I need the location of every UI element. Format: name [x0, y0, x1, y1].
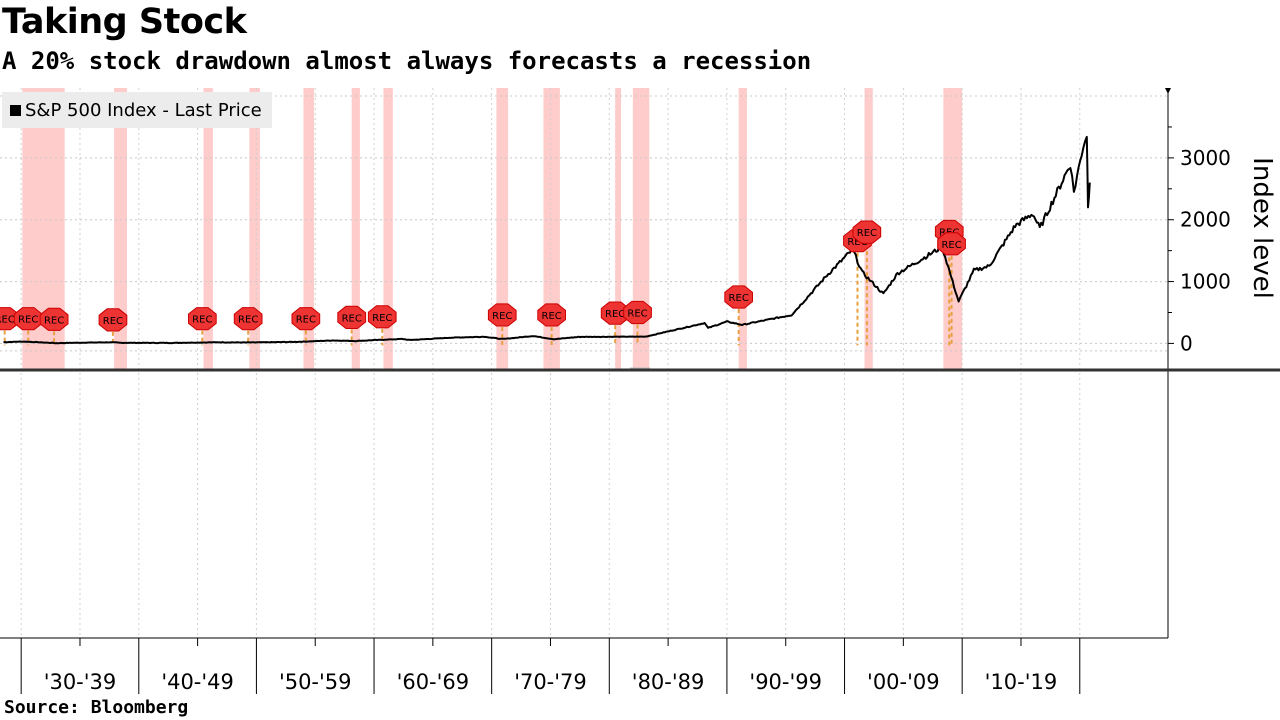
- recession-band-2: [203, 88, 213, 370]
- rec-label: REC: [372, 313, 392, 324]
- recession-band-10: [632, 88, 650, 370]
- rec-markers: RECRECRECRECRECRECRECRECRECRECRECRECRECR…: [0, 219, 966, 332]
- rec-label: REC: [605, 309, 625, 320]
- x-tick-label-2: '50-'59: [279, 670, 352, 694]
- rec-marker-9: REC: [487, 303, 517, 327]
- y-tick-label-0: 0: [1180, 331, 1193, 355]
- rec-label: REC: [18, 315, 38, 326]
- rec-marker-0: REC: [0, 307, 20, 331]
- rec-label: REC: [342, 313, 362, 324]
- rec-octagon: [0, 307, 20, 331]
- recession-band-9: [615, 88, 622, 370]
- rec-label: REC: [542, 311, 562, 322]
- rec-marker-6: REC: [291, 307, 321, 331]
- rec-octagon: [233, 307, 263, 331]
- drawdown-segments: [3, 243, 953, 346]
- rec-marker-8: REC: [367, 305, 397, 329]
- rec-marker-1: REC: [13, 307, 43, 331]
- legend-label: S&P 500 Index - Last Price: [25, 99, 262, 121]
- rec-label: REC: [238, 315, 258, 326]
- recession-band-4: [303, 88, 315, 370]
- recession-band-6: [383, 88, 393, 370]
- rec-label: REC: [192, 315, 212, 326]
- y-tick-label-1: 1000: [1180, 270, 1231, 294]
- recession-bands: [22, 88, 963, 370]
- rec-octagon: [188, 307, 217, 331]
- rec-marker-4: REC: [188, 307, 217, 331]
- recession-band-1: [114, 88, 128, 370]
- rec-label: REC: [847, 237, 867, 248]
- rec-octagon: [852, 220, 882, 244]
- axes: [0, 88, 1280, 694]
- chart-subtitle: A 20% stock drawdown almost always forec…: [2, 47, 812, 75]
- rec-octagon: [487, 303, 517, 327]
- rec-marker-17: REC: [937, 232, 966, 256]
- rec-label: REC: [103, 316, 123, 327]
- rec-marker-2: REC: [39, 307, 69, 331]
- rec-marker-13: REC: [724, 285, 753, 309]
- rec-octagon: [98, 308, 128, 332]
- source-note: Source: Bloomberg: [4, 697, 189, 718]
- rec-label: REC: [627, 308, 647, 319]
- rec-octagon: [367, 305, 397, 329]
- y-tick-label-2: 2000: [1180, 208, 1231, 232]
- y-axis-label: Index level: [1247, 157, 1277, 299]
- recession-band-11: [738, 88, 747, 370]
- rec-marker-3: REC: [98, 308, 128, 332]
- x-tick-label-4: '70-'79: [514, 670, 587, 694]
- recession-band-5: [351, 88, 360, 370]
- rec-marker-12: REC: [623, 300, 652, 325]
- rec-label: REC: [857, 228, 877, 239]
- rec-octagon: [291, 307, 321, 331]
- x-tick-label-8: '10-'19: [985, 670, 1058, 694]
- recession-band-3: [249, 88, 260, 370]
- rec-label: REC: [941, 240, 961, 251]
- x-tick-label-6: '90-'99: [749, 670, 822, 694]
- rec-octagon: [537, 303, 566, 327]
- rec-octagon: [724, 285, 753, 309]
- rec-octagon: [623, 300, 652, 325]
- x-tick-label-5: '80-'89: [632, 670, 705, 694]
- y-tick-labels: 0 1000 2000 3000: [1180, 146, 1231, 356]
- rec-marker-7: REC: [337, 305, 367, 329]
- rec-marker-5: REC: [233, 307, 263, 331]
- sp500-line: [3, 135, 1091, 345]
- rec-octagon: [39, 307, 69, 331]
- rec-octagon: [13, 307, 43, 331]
- rec-marker-15: REC: [852, 220, 882, 244]
- rec-label: REC: [492, 311, 512, 322]
- rec-octagon: [937, 232, 966, 256]
- rec-label: REC: [296, 315, 316, 326]
- rec-label: REC: [729, 293, 749, 304]
- recession-band-7: [496, 88, 509, 370]
- legend-swatch: [10, 104, 21, 116]
- x-tick-label-0: '30-'39: [44, 670, 117, 694]
- gridlines: [0, 88, 1168, 638]
- x-tick-labels: '30-'39 '40-'49 '50-'59 '60-'69 '70-'79 '80-'…: [44, 670, 1058, 694]
- x-tick-label-7: '00-'09: [867, 670, 940, 694]
- rec-marker-10: REC: [537, 303, 566, 327]
- chart-title: Taking Stock: [2, 2, 247, 42]
- rec-octagon: [337, 305, 367, 329]
- recession-band-8: [543, 88, 560, 370]
- rec-label: REC: [44, 315, 64, 326]
- x-tick-label-1: '40-'49: [161, 670, 234, 694]
- axis-arrow: [1165, 88, 1171, 94]
- rec-label: REC: [0, 315, 15, 326]
- x-tick-label-3: '60-'69: [397, 670, 470, 694]
- y-tick-label-3: 3000: [1180, 146, 1231, 170]
- legend: S&P 500 Index - Last Price: [2, 92, 272, 128]
